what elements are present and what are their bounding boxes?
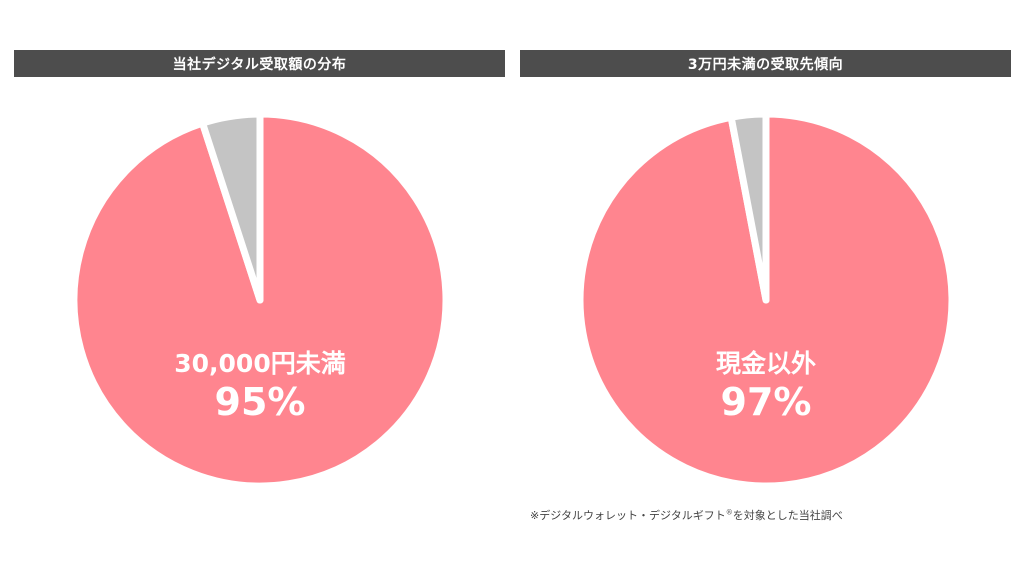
chart-title-right: 3万円未満の受取先傾向: [520, 50, 1011, 77]
pie-0-slice-1: [199, 110, 264, 304]
registered-mark: ®: [725, 508, 733, 517]
pie-chart-right: 現金以外 97%: [574, 108, 958, 492]
footnote-text: ※デジタルウォレット・デジタルギフト: [530, 509, 726, 522]
slice-value-label-left: 95%: [214, 380, 306, 424]
footnote-text-after: を対象とした当社調べ: [732, 509, 843, 522]
footnote: ※デジタルウォレット・デジタルギフト®を対象とした当社調べ: [530, 507, 843, 523]
pie-1-slice-1: [727, 110, 770, 304]
slice-value-label-right: 97%: [720, 380, 812, 424]
pie-chart-right-svg: [576, 110, 956, 490]
pie-chart-left-svg: [70, 110, 450, 490]
chart-title-left: 当社デジタル受取額の分布: [14, 50, 505, 77]
pie-chart-left: 30,000円未満 95%: [68, 108, 452, 492]
slice-label-name-left: 30,000円未満: [174, 349, 346, 378]
slice-label-name-right: 現金以外: [715, 349, 816, 378]
